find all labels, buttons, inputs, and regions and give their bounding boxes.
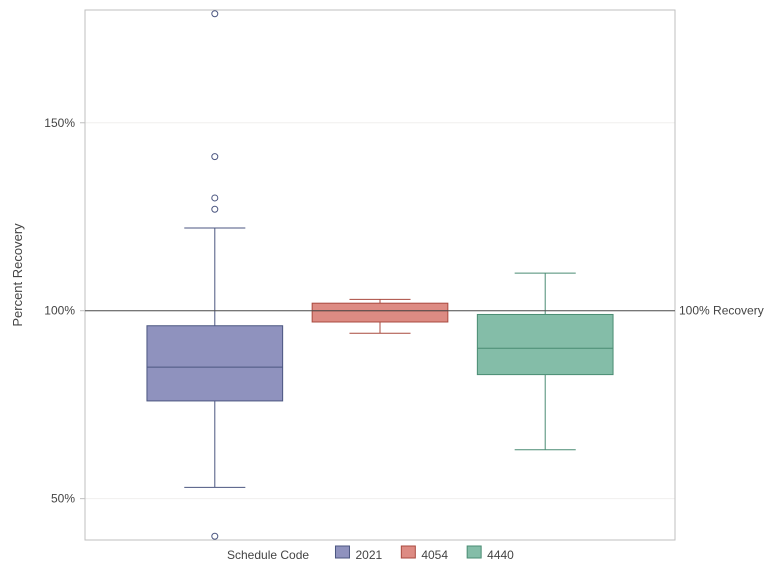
legend-title: Schedule Code	[227, 548, 309, 562]
legend-swatch	[401, 546, 415, 558]
reference-line-label: 100% Recovery	[679, 304, 764, 318]
legend-swatch	[467, 546, 481, 558]
y-tick-label: 100%	[44, 304, 75, 318]
legend-item-label: 4054	[421, 548, 448, 562]
legend-swatch	[335, 546, 349, 558]
y-tick-label: 50%	[51, 492, 75, 506]
y-tick-label: 150%	[44, 116, 75, 130]
legend-item-label: 4440	[487, 548, 514, 562]
legend-item-label: 2021	[355, 548, 382, 562]
y-axis-label: Percent Recovery	[10, 223, 25, 327]
boxplot-chart: 50% 100% 150% Percent Recovery 100% Recovery…	[0, 0, 768, 576]
